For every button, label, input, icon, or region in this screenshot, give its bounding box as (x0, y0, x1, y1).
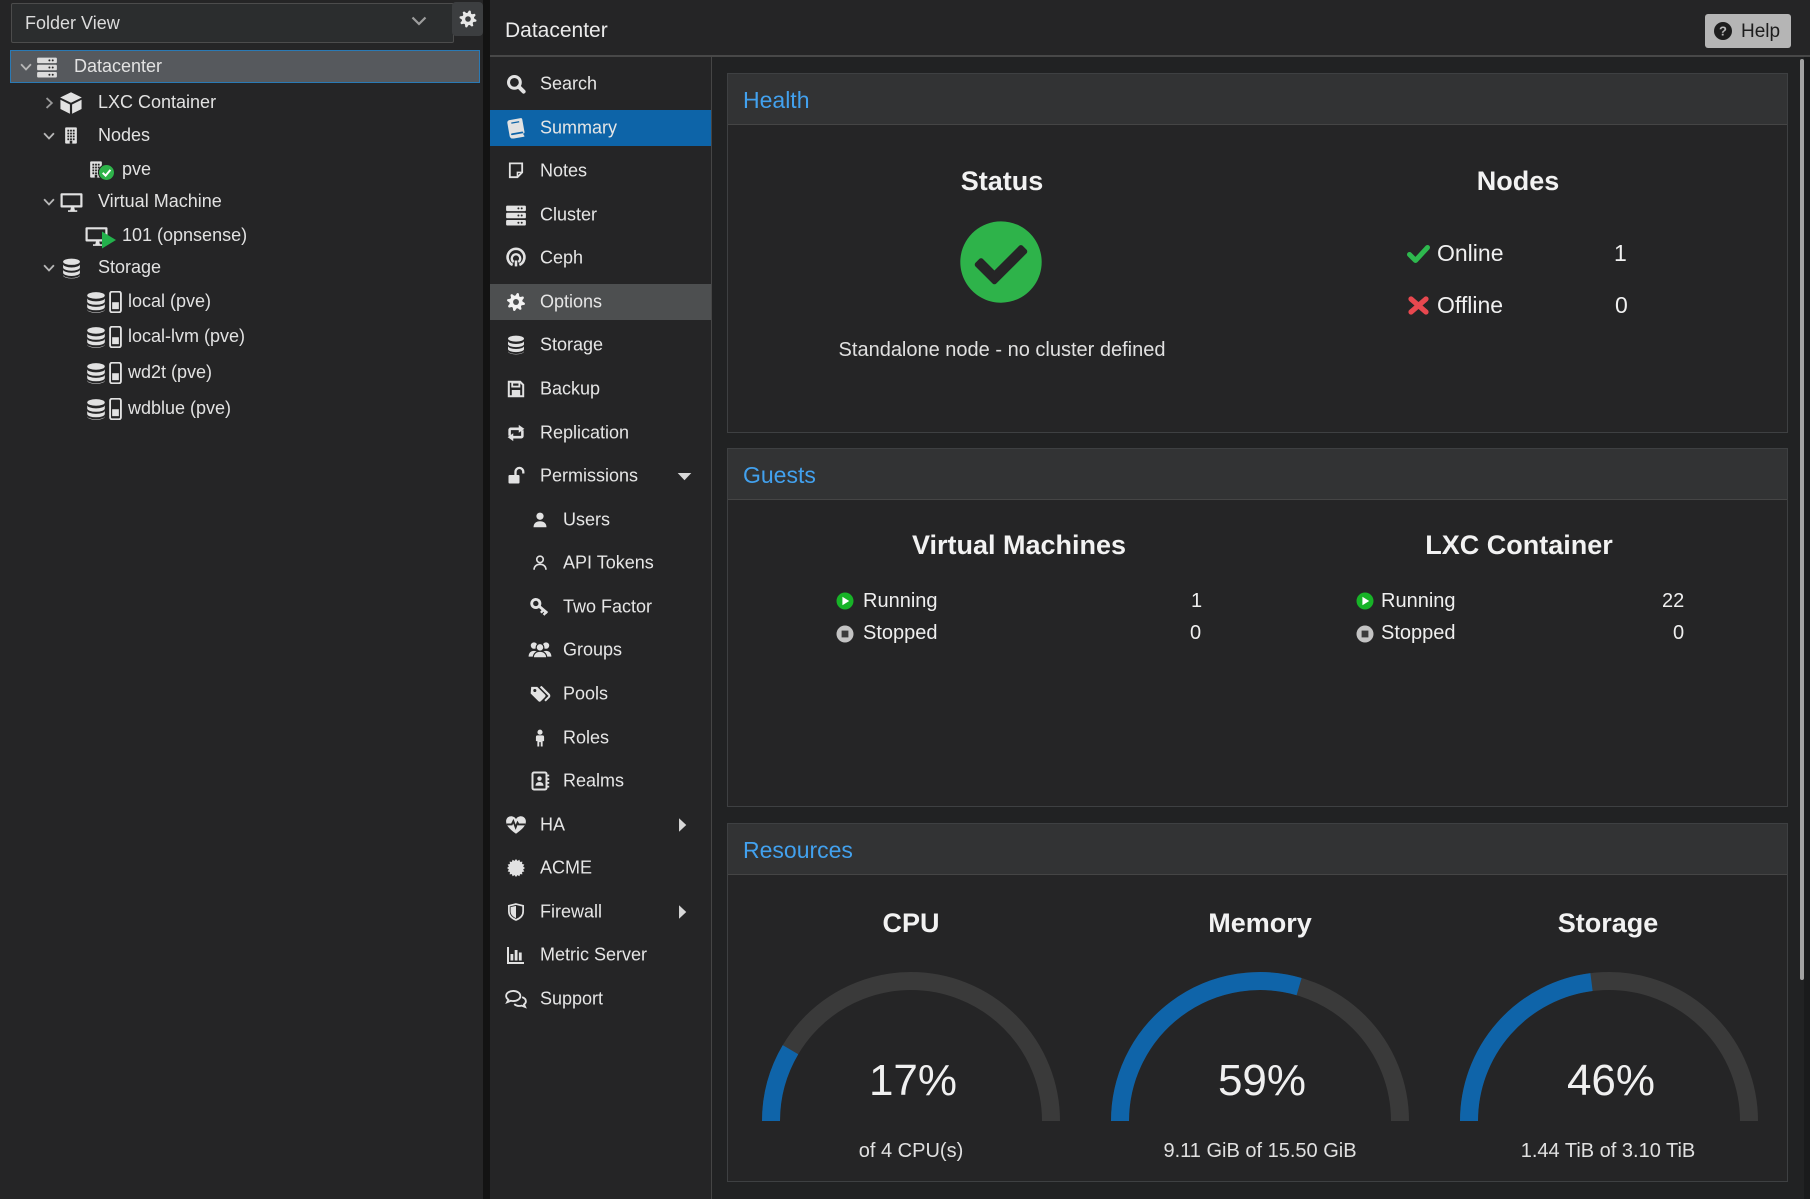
svg-text:?: ? (1719, 24, 1727, 39)
